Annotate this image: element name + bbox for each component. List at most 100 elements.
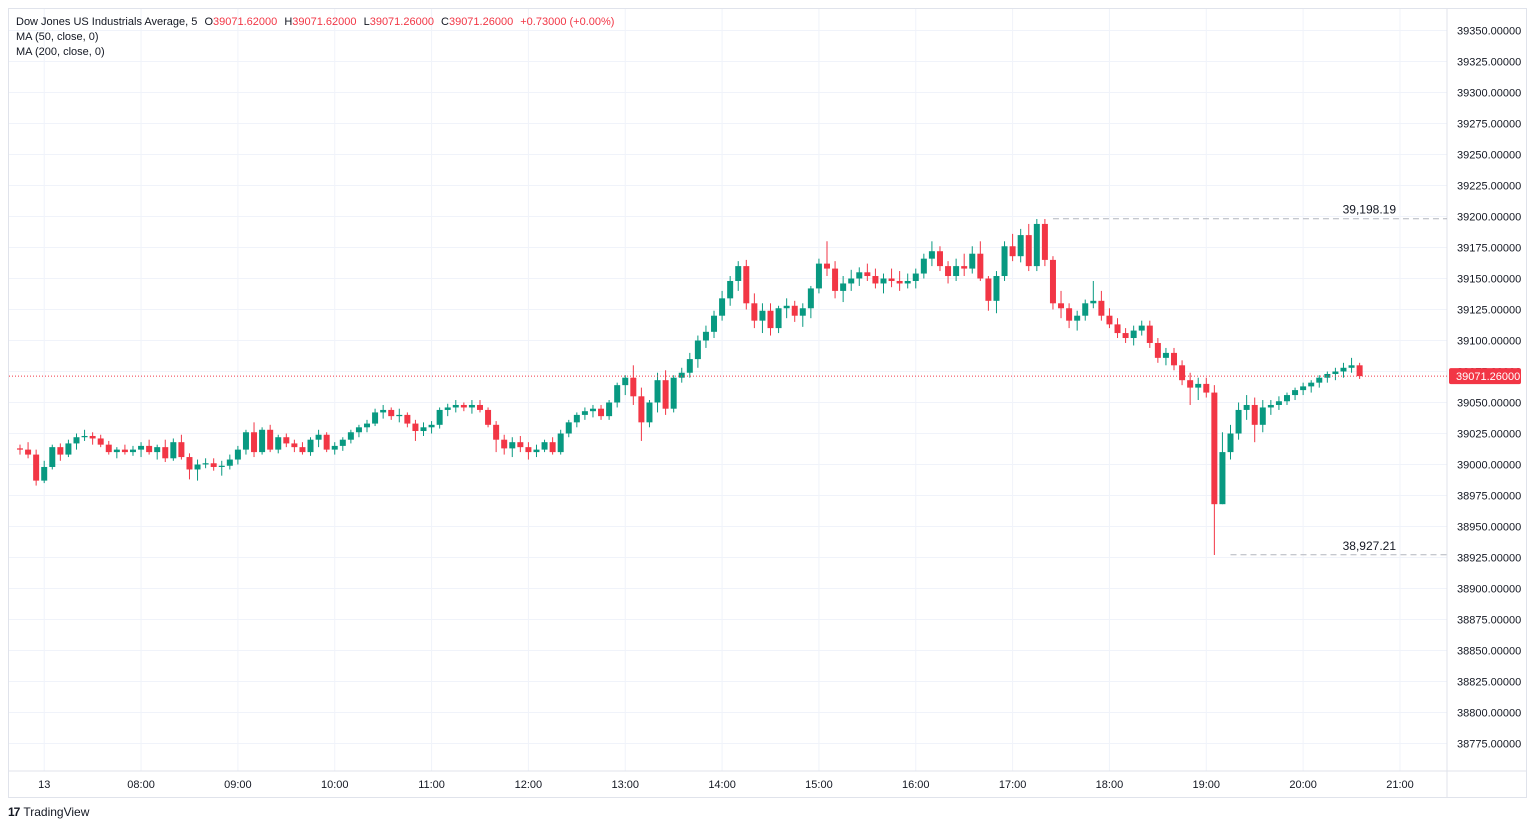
candle <box>420 422 427 436</box>
candle <box>73 433 80 450</box>
candle-body <box>678 372 685 378</box>
candle <box>581 407 588 420</box>
candle-body <box>372 412 379 424</box>
candle <box>89 432 96 445</box>
candle <box>1074 310 1081 331</box>
candle <box>444 403 451 417</box>
candle-body <box>291 443 298 448</box>
x-tick-label: 17:00 <box>999 779 1027 791</box>
candle <box>1292 387 1299 401</box>
candle-body <box>1162 352 1169 358</box>
candle <box>920 253 927 279</box>
candle <box>105 440 112 455</box>
candle-body <box>113 449 120 453</box>
candle-body <box>65 443 72 455</box>
candles <box>17 218 1363 556</box>
candle-body <box>1340 367 1347 372</box>
candle <box>347 429 354 444</box>
candle-body <box>210 463 217 467</box>
candle-body <box>1033 223 1040 267</box>
candle <box>17 444 23 455</box>
y-tick-label: 39025.00000 <box>1457 429 1521 441</box>
candle <box>589 404 596 418</box>
x-tick-label: 12:00 <box>515 779 543 791</box>
open-value: 39071.62000 <box>213 16 278 28</box>
tradingview-brand[interactable]: 17 TradingView <box>8 805 89 819</box>
candle <box>1348 357 1355 373</box>
candle-body <box>1195 383 1202 388</box>
candle <box>1025 223 1032 272</box>
candle-body <box>1090 300 1097 304</box>
open-label: O <box>204 16 214 28</box>
candle-body <box>138 445 145 450</box>
candle <box>428 421 435 434</box>
candle <box>573 412 580 428</box>
candle <box>662 370 669 415</box>
candle <box>1098 290 1105 321</box>
candle-body <box>1324 373 1331 378</box>
candle-body <box>17 448 23 450</box>
candle <box>1122 328 1129 343</box>
candle-body <box>1154 342 1161 358</box>
candle-body <box>1009 246 1016 257</box>
candle-body <box>606 402 613 417</box>
candle-body <box>283 437 290 444</box>
x-tick-label: 13 <box>38 779 50 791</box>
candle <box>848 269 855 291</box>
candle <box>638 387 645 441</box>
y-tick-label: 39325.00000 <box>1457 57 1521 69</box>
y-tick-label: 38950.00000 <box>1457 522 1521 534</box>
y-tick-label: 38800.00000 <box>1457 708 1521 720</box>
ma50-indicator[interactable]: MA (50, close, 0) <box>16 31 99 43</box>
price-axis[interactable]: 39350.00000 39325.00000 39300.00000 39275.0… <box>1449 26 1521 751</box>
candle <box>291 439 298 453</box>
candle-body <box>727 280 734 299</box>
y-tick-label: 39225.00000 <box>1457 181 1521 193</box>
candle <box>509 437 516 458</box>
time-axis[interactable]: 13 08:00 09:00 10:00 11:00 12:00 13:00 14:00 15:… <box>38 779 1414 791</box>
candle <box>767 303 774 336</box>
candle-body <box>581 411 588 415</box>
candle-body <box>57 447 64 455</box>
candle <box>41 460 48 484</box>
candle-body <box>525 447 532 453</box>
candle-body <box>226 459 233 466</box>
candle <box>815 258 822 294</box>
candle-body <box>1025 235 1032 267</box>
candle <box>832 261 839 299</box>
candle-body <box>856 272 863 279</box>
candle-body <box>1138 325 1145 331</box>
candle <box>372 408 379 427</box>
candle-body <box>436 409 443 425</box>
candle-body <box>178 442 185 458</box>
candle <box>799 303 806 327</box>
candle-body <box>1082 303 1089 316</box>
candle-body <box>468 404 475 408</box>
candle <box>1316 375 1323 388</box>
candle <box>404 412 411 428</box>
candle <box>614 382 621 408</box>
candle-body <box>364 423 371 428</box>
candle-body <box>775 308 782 329</box>
close-label: C <box>441 16 449 28</box>
candle <box>896 271 903 291</box>
y-tick-label: 39300.00000 <box>1457 88 1521 100</box>
candle-body <box>815 263 822 289</box>
y-tick-label: 38825.00000 <box>1457 677 1521 689</box>
candle <box>81 429 88 441</box>
x-tick-label: 16:00 <box>902 779 930 791</box>
candle <box>1082 299 1089 321</box>
candle <box>1090 280 1097 309</box>
candle-body <box>234 449 241 460</box>
legend-ohlc-row: Dow Jones US Industrials Average, 5 O390… <box>16 15 614 30</box>
candle <box>178 434 185 460</box>
candle <box>1324 371 1331 383</box>
ma200-indicator[interactable]: MA (200, close, 0) <box>16 46 105 58</box>
candle-body <box>711 315 718 332</box>
candle <box>743 259 750 310</box>
symbol-label: Dow Jones US Industrials Average, 5 <box>16 16 198 28</box>
candle <box>315 429 322 448</box>
candle <box>501 434 508 455</box>
candle-body <box>1235 409 1242 434</box>
